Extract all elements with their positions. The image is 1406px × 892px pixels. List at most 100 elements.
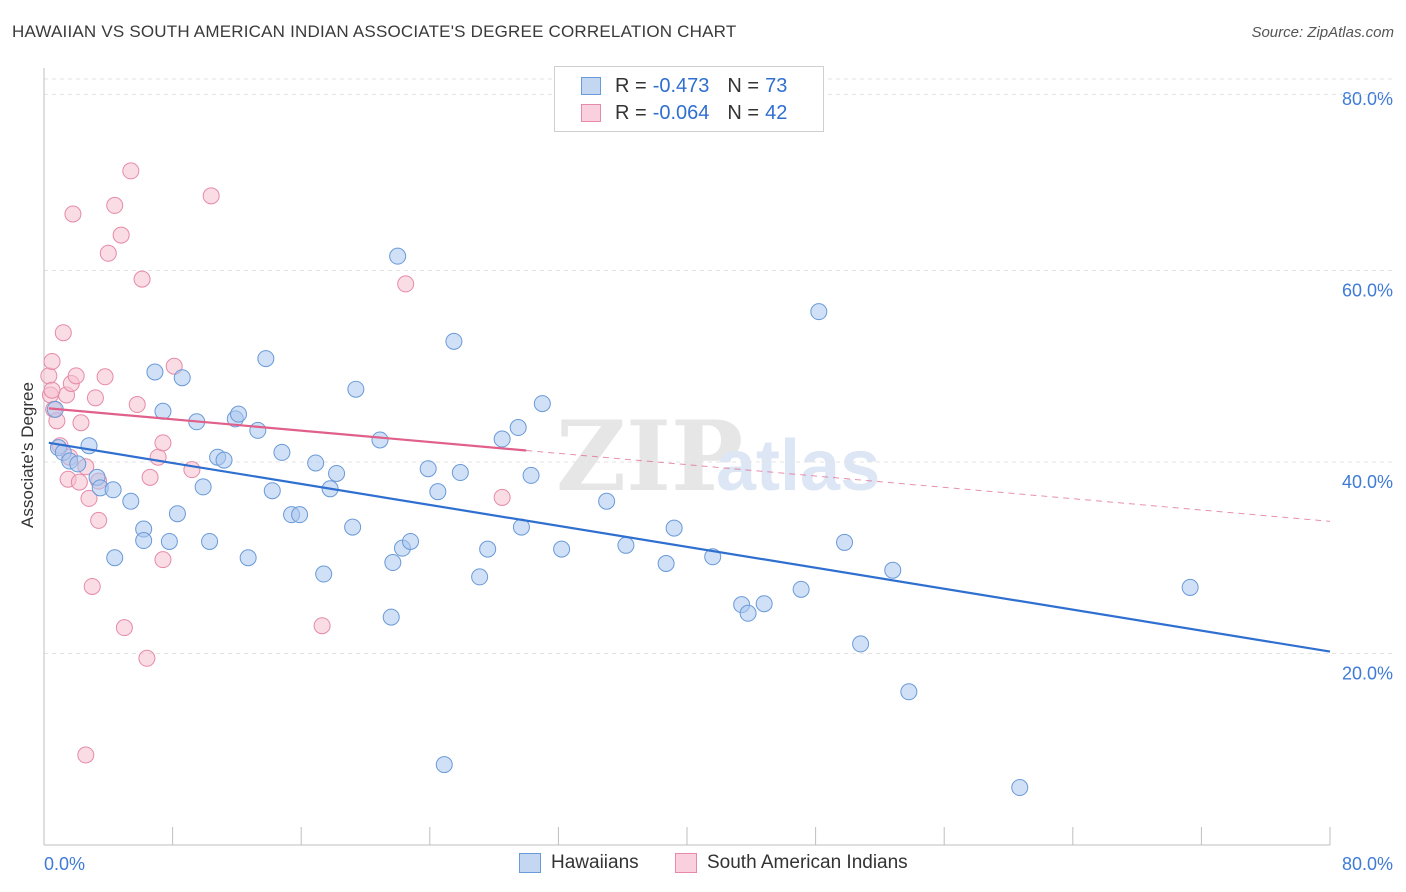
point-south-american-indians [154, 434, 172, 452]
point-hawaiians [739, 604, 757, 622]
point-hawaiians [315, 565, 333, 583]
point-hawaiians [657, 554, 675, 572]
point-hawaiians [173, 369, 191, 387]
trend-line-hawaiians [48, 441, 1331, 653]
point-south-american-indians [493, 488, 511, 506]
point-hawaiians [1011, 779, 1029, 797]
point-south-american-indians [183, 461, 201, 479]
point-south-american-indians [80, 489, 98, 507]
legend-swatch-blue [581, 77, 601, 95]
y-axis-label: Associate's Degree [18, 382, 37, 528]
point-hawaiians [509, 419, 527, 437]
point-south-american-indians [77, 746, 95, 764]
point-south-american-indians [90, 511, 108, 529]
point-hawaiians [273, 443, 291, 461]
point-south-american-indians [122, 162, 140, 180]
bottom-legend-label: Hawaiians [551, 852, 639, 873]
point-south-american-indians [397, 275, 415, 293]
point-hawaiians [884, 561, 902, 579]
point-hawaiians [389, 247, 407, 265]
y-tick-label: 40.0% [1342, 472, 1393, 492]
point-hawaiians [704, 548, 722, 566]
point-hawaiians [215, 451, 233, 469]
point-hawaiians [479, 540, 497, 558]
legend-r-label: R = [615, 74, 647, 97]
source-label: Source: ZipAtlas.com [1251, 24, 1394, 41]
trend-line-extension-south-american-indians [526, 450, 1331, 522]
point-hawaiians [104, 481, 122, 499]
point-hawaiians [1181, 578, 1199, 596]
point-south-american-indians [43, 352, 61, 370]
watermark-zip: ZIP [556, 400, 743, 513]
point-hawaiians [435, 756, 453, 774]
legend-n-label: N = [727, 74, 760, 97]
point-south-american-indians [43, 381, 61, 399]
point-south-american-indians [40, 367, 58, 385]
point-south-american-indians [99, 244, 117, 262]
point-south-american-indians [72, 414, 90, 432]
legend-row-south-american-indians: R = -0.064 N = 42 [581, 100, 787, 126]
point-hawaiians [291, 506, 309, 524]
legend-r-value: -0.064 [652, 101, 710, 124]
legend-n-label: N = [727, 101, 760, 124]
point-hawaiians [160, 532, 178, 550]
point-south-american-indians [138, 649, 156, 667]
point-hawaiians [553, 540, 571, 558]
point-south-american-indians [67, 367, 85, 385]
point-south-american-indians [128, 396, 146, 414]
point-hawaiians [347, 380, 365, 398]
legend: R = -0.473 N = 73 R = -0.064 N = 42 [554, 66, 824, 132]
point-south-american-indians [83, 577, 101, 595]
point-hawaiians [239, 549, 257, 567]
bottom-legend-swatch-pink [675, 853, 697, 873]
point-hawaiians [328, 464, 346, 482]
point-hawaiians [135, 532, 153, 550]
point-hawaiians [201, 532, 219, 550]
point-hawaiians [69, 455, 87, 473]
point-south-american-indians [149, 448, 167, 466]
point-south-american-indians [86, 389, 104, 407]
point-hawaiians [419, 460, 437, 478]
point-hawaiians [445, 332, 463, 350]
chart-title: HAWAIIAN VS SOUTH AMERICAN INDIAN ASSOCI… [12, 22, 737, 41]
point-hawaiians [384, 554, 402, 572]
point-hawaiians [146, 363, 164, 381]
y-tick-label: 80.0% [1342, 89, 1393, 109]
point-hawaiians [836, 533, 854, 551]
bottom-legend-label: South American Indians [707, 852, 908, 873]
point-south-american-indians [70, 473, 88, 491]
point-hawaiians [471, 568, 489, 586]
legend-swatch-pink [581, 104, 601, 122]
x-tick-label-min: 0.0% [44, 854, 85, 874]
point-hawaiians [257, 350, 275, 368]
point-south-american-indians [106, 196, 124, 214]
point-hawaiians [792, 580, 810, 598]
watermark-atlas: atlas [716, 426, 880, 506]
point-hawaiians [617, 536, 635, 554]
point-south-american-indians [54, 324, 72, 342]
point-hawaiians [493, 430, 511, 448]
point-south-american-indians [313, 617, 331, 635]
point-hawaiians [122, 492, 140, 510]
bottom-legend: Hawaiians South American Indians [0, 852, 1406, 878]
point-hawaiians [665, 519, 683, 537]
point-south-american-indians [96, 368, 114, 386]
trend-line-south-american-indians [48, 407, 527, 452]
bottom-legend-hawaiians: Hawaiians [519, 852, 639, 874]
point-hawaiians [522, 466, 540, 484]
point-hawaiians [810, 303, 828, 321]
y-tick-label: 60.0% [1342, 281, 1393, 301]
point-hawaiians [307, 454, 325, 472]
point-hawaiians [263, 482, 281, 500]
point-hawaiians [598, 492, 616, 510]
point-hawaiians [429, 483, 447, 501]
point-hawaiians [755, 595, 773, 613]
bottom-legend-south-american-indians: South American Indians [675, 852, 908, 874]
y-tick-label: 20.0% [1342, 664, 1393, 684]
point-south-american-indians [154, 551, 172, 569]
point-hawaiians [451, 464, 469, 482]
point-hawaiians [533, 395, 551, 413]
legend-n-value: 42 [765, 101, 788, 124]
point-south-american-indians [112, 226, 130, 244]
